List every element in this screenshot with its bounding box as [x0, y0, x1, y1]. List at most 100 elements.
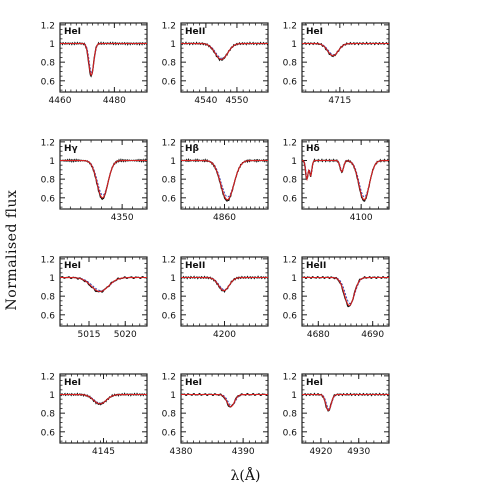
panel: 4460 4480 1.2 1 0.8 0.6 HeI — [41, 21, 148, 106]
x-tick-label: 4390 — [232, 447, 255, 457]
panel: 4680 4690 1.2 1 0.8 0.6 HeII — [283, 255, 390, 340]
panel-line-label: HeI — [64, 27, 81, 37]
y-tick-label: 0.6 — [41, 428, 56, 438]
model-alt-line — [181, 394, 268, 407]
y-tick-label: 0.6 — [41, 311, 56, 321]
y-tick-label: 1.2 — [162, 255, 176, 265]
panel: 4715 1.2 1 0.8 0.6 HeI — [283, 21, 390, 106]
panel-line-label: HeI — [306, 27, 323, 37]
y-tick-label: 1.2 — [162, 138, 176, 148]
y-tick-label: 1.2 — [162, 372, 176, 382]
y-tick-label: 0.6 — [162, 428, 177, 438]
y-tick-label: 1.2 — [283, 372, 297, 382]
y-tick-label: 1 — [291, 157, 297, 167]
model-spectrum-line — [181, 393, 268, 408]
model-alt-line — [181, 160, 268, 198]
panel-line-label: HeI — [185, 378, 202, 388]
y-tick-label: 0.6 — [283, 428, 298, 438]
model-alt-line — [181, 277, 268, 291]
y-tick-label: 0.8 — [41, 59, 56, 69]
y-tick-label: 0.8 — [41, 293, 56, 303]
model-spectrum-line — [302, 42, 389, 57]
y-tick-label: 0.8 — [41, 176, 56, 186]
panel-line-label: HeII — [185, 27, 205, 37]
observed-spectrum-line — [181, 275, 268, 294]
panel-line-label: HeI — [306, 378, 323, 388]
y-tick-label: 0.8 — [283, 410, 298, 420]
observed-spectrum-line — [302, 275, 389, 308]
y-tick-label: 0.6 — [41, 77, 56, 87]
model-alt-line — [302, 160, 389, 198]
y-tick-label: 1.2 — [283, 255, 297, 265]
y-tick-label: 0.8 — [162, 59, 177, 69]
model-alt-line — [60, 160, 147, 196]
y-tick-label: 1 — [170, 391, 176, 401]
panel-curves — [181, 275, 268, 294]
x-tick-label: 4930 — [347, 447, 370, 457]
y-tick-label: 0.8 — [283, 176, 298, 186]
panel-line-label: HeI — [64, 378, 81, 388]
y-tick-label: 1.2 — [41, 138, 55, 148]
panel: 4380 4390 1.2 1 0.8 0.6 HeI — [162, 372, 269, 457]
y-tick-label: 1 — [170, 40, 176, 50]
y-tick-label: 1 — [291, 40, 297, 50]
x-tick-label: 4715 — [328, 96, 351, 106]
model-spectrum-line — [60, 276, 147, 293]
model-spectrum-line — [302, 159, 389, 201]
x-tick-label: 4550 — [225, 96, 248, 106]
panel-curves — [181, 392, 268, 408]
x-tick-label: 5020 — [114, 330, 137, 340]
x-axis-label: λ(Å) — [230, 468, 261, 484]
y-tick-label: 1.2 — [283, 138, 297, 148]
y-tick-label: 1.2 — [283, 21, 297, 31]
panel: 4145 1.2 1 0.8 0.6 HeI — [41, 372, 148, 457]
model-spectrum-line — [302, 276, 389, 307]
observed-spectrum-line — [302, 392, 389, 412]
model-spectrum-line — [181, 42, 268, 60]
model-spectrum-line — [181, 276, 268, 292]
y-tick-label: 0.6 — [283, 77, 298, 87]
panel: 4350 1.2 1 0.8 0.6 Hγ — [41, 138, 148, 223]
panel-curves — [60, 158, 147, 201]
model-spectrum-line — [302, 393, 389, 411]
panel: 4540 4550 1.2 1 0.8 0.6 HeII — [162, 21, 269, 106]
model-spectrum-line — [60, 159, 147, 199]
panel-line-label: Hγ — [64, 144, 78, 154]
panel-line-label: Hδ — [306, 144, 320, 154]
model-alt-line — [60, 43, 147, 74]
panel-curves — [302, 158, 389, 203]
y-tick-label: 1 — [170, 157, 176, 167]
x-tick-label: 4200 — [213, 330, 236, 340]
panel-curves — [181, 41, 268, 62]
model-alt-line — [60, 277, 147, 291]
x-tick-label: 4680 — [307, 330, 330, 340]
x-tick-label: 4860 — [213, 213, 236, 223]
x-tick-label: 4920 — [309, 447, 332, 457]
y-tick-label: 0.6 — [283, 311, 298, 321]
y-tick-label: 1 — [49, 274, 55, 284]
y-tick-label: 0.6 — [162, 194, 177, 204]
model-alt-line — [181, 43, 268, 59]
y-tick-label: 0.6 — [162, 311, 177, 321]
y-tick-label: 0.8 — [283, 293, 298, 303]
x-tick-label: 4100 — [350, 213, 373, 223]
y-tick-label: 0.6 — [162, 77, 177, 87]
panel-curves — [181, 158, 268, 202]
y-tick-label: 0.8 — [162, 410, 177, 420]
model-spectrum-line — [60, 42, 147, 76]
y-tick-label: 1 — [49, 157, 55, 167]
panel-curves — [60, 276, 147, 293]
panel: 4920 4930 1.2 1 0.8 0.6 HeI — [283, 372, 390, 457]
panel: 4860 1.2 1 0.8 0.6 Hβ — [162, 138, 269, 223]
y-tick-label: 1.2 — [41, 372, 55, 382]
observed-spectrum-line — [302, 158, 389, 203]
panel: 5015 5020 1.2 1 0.8 0.6 HeI — [41, 255, 148, 340]
x-tick-label: 4690 — [361, 330, 384, 340]
x-tick-label: 4145 — [92, 447, 115, 457]
panel: 4100 1.2 1 0.8 0.6 Hδ — [283, 138, 390, 223]
x-tick-label: 4350 — [111, 213, 134, 223]
panel-curves — [60, 392, 147, 406]
panel-line-label: HeII — [185, 261, 205, 271]
y-tick-label: 0.6 — [283, 194, 298, 204]
panel-curves — [302, 392, 389, 412]
